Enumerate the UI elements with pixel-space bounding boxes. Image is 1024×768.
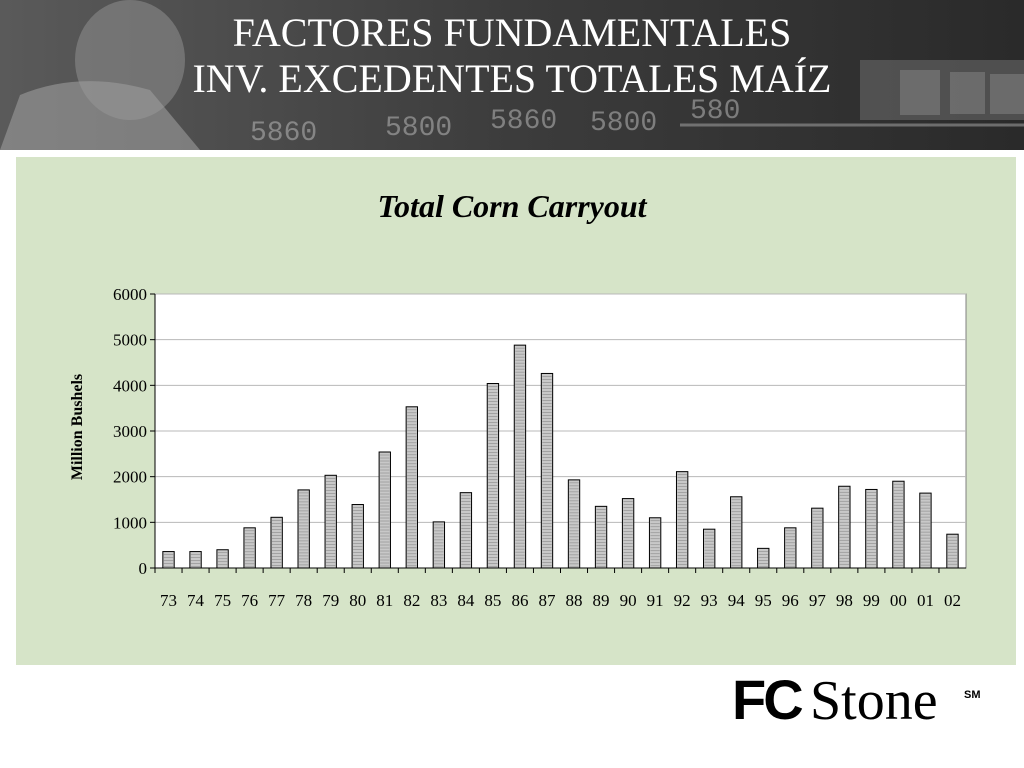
title-line-2: INV. EXCEDENTES TOTALES MAÍZ — [192, 56, 832, 101]
bar-91 — [648, 517, 662, 569]
logo-fc: FC — [732, 672, 802, 728]
x-tick-label: 94 — [728, 591, 746, 610]
x-tick-label: 88 — [566, 591, 583, 610]
x-tick-label: 83 — [430, 591, 447, 610]
bar-chart: Total Corn Carryout Million Bushels 0100… — [69, 188, 967, 610]
x-tick-label: 79 — [322, 591, 339, 610]
slide-title: FACTORES FUNDAMENTALES INV. EXCEDENTES T… — [0, 10, 1024, 102]
x-tick-label: 74 — [187, 591, 205, 610]
bar-77 — [270, 516, 283, 569]
bar-73 — [162, 551, 175, 569]
fcstone-logo-graphic: FC Stone SM — [732, 668, 981, 732]
bar-74 — [189, 551, 202, 569]
bar-79 — [324, 474, 337, 569]
x-tick-label: 97 — [809, 591, 827, 610]
x-tick-label: 75 — [214, 591, 231, 610]
x-tick-label: 81 — [376, 591, 393, 610]
bar-87 — [540, 372, 554, 569]
x-tick-label: 99 — [863, 591, 880, 610]
bar-86 — [513, 344, 527, 569]
bar-85 — [486, 383, 500, 569]
x-tick-label: 00 — [890, 591, 907, 610]
x-tick-label: 92 — [674, 591, 691, 610]
x-tick-label: 98 — [836, 591, 853, 610]
y-tick-label: 5000 — [113, 331, 147, 350]
gridlines — [155, 293, 966, 523]
x-tick-label: 85 — [484, 591, 501, 610]
bar-84 — [459, 492, 473, 569]
y-tick-labels: 0 1000 2000 3000 4000 5000 6000 — [113, 285, 156, 578]
ticker-number: 5800 — [385, 113, 452, 144]
bar-02 — [946, 533, 959, 569]
title-line-1: FACTORES FUNDAMENTALES — [232, 10, 792, 55]
x-tick-label: 95 — [755, 591, 772, 610]
bar-00 — [892, 480, 905, 569]
x-tick-label: 73 — [160, 591, 177, 610]
x-tick-label: 78 — [295, 591, 312, 610]
y-axis-label: Million Bushels — [69, 374, 86, 480]
y-tick-label: 4000 — [113, 376, 147, 395]
x-tick-label: 77 — [268, 591, 286, 610]
y-tick-label: 0 — [139, 559, 148, 578]
header-banner: 5800 5860 5800 5860 580 FACTORES FUNDAMENTAL… — [0, 0, 1024, 150]
x-tick-label: 93 — [701, 591, 718, 610]
y-tick-label: 3000 — [113, 422, 147, 441]
x-tick-label: 90 — [620, 591, 637, 610]
x-tick-label: 87 — [538, 591, 556, 610]
logo-stone: Stone — [810, 672, 938, 728]
x-tick-label: 02 — [944, 591, 961, 610]
bar-94 — [730, 496, 743, 569]
y-tick-label: 6000 — [113, 285, 147, 304]
bars — [162, 344, 959, 569]
chart-panel: Total Corn Carryout Million Bushels 0 100… — [16, 157, 1016, 665]
x-tick-labels: 73 74 75 76 77 78 79 80 81 82 83 84 85 86 87 88 89 90 91 92… — [154, 567, 966, 610]
x-tick-label: 01 — [917, 591, 934, 610]
chart-title: Total Corn Carryout — [377, 188, 647, 224]
ticker-number: 5800 — [590, 108, 657, 139]
x-tick-label: 91 — [647, 591, 664, 610]
ticker-number: 5860 — [490, 106, 557, 137]
header-photo-background: 5800 5860 5800 5860 580 — [0, 0, 1024, 150]
x-tick-label: 96 — [782, 591, 799, 610]
x-tick-label: 76 — [241, 591, 258, 610]
bar-01 — [919, 492, 932, 569]
x-tick-label: 86 — [511, 591, 528, 610]
x-tick-label: 82 — [403, 591, 420, 610]
x-tick-label: 89 — [593, 591, 610, 610]
y-tick-label: 1000 — [113, 513, 147, 532]
x-tick-label: 84 — [457, 591, 475, 610]
ticker-number: 5860 — [250, 118, 317, 149]
bar-90 — [621, 498, 635, 569]
y-tick-label: 2000 — [113, 468, 147, 487]
fcstone-logo: FC Stone SM — [732, 668, 992, 732]
ticker-number: 580 — [690, 96, 740, 127]
bar-81 — [378, 451, 391, 569]
x-tick-label: 80 — [349, 591, 366, 610]
logo-sm-mark: SM — [964, 689, 981, 701]
